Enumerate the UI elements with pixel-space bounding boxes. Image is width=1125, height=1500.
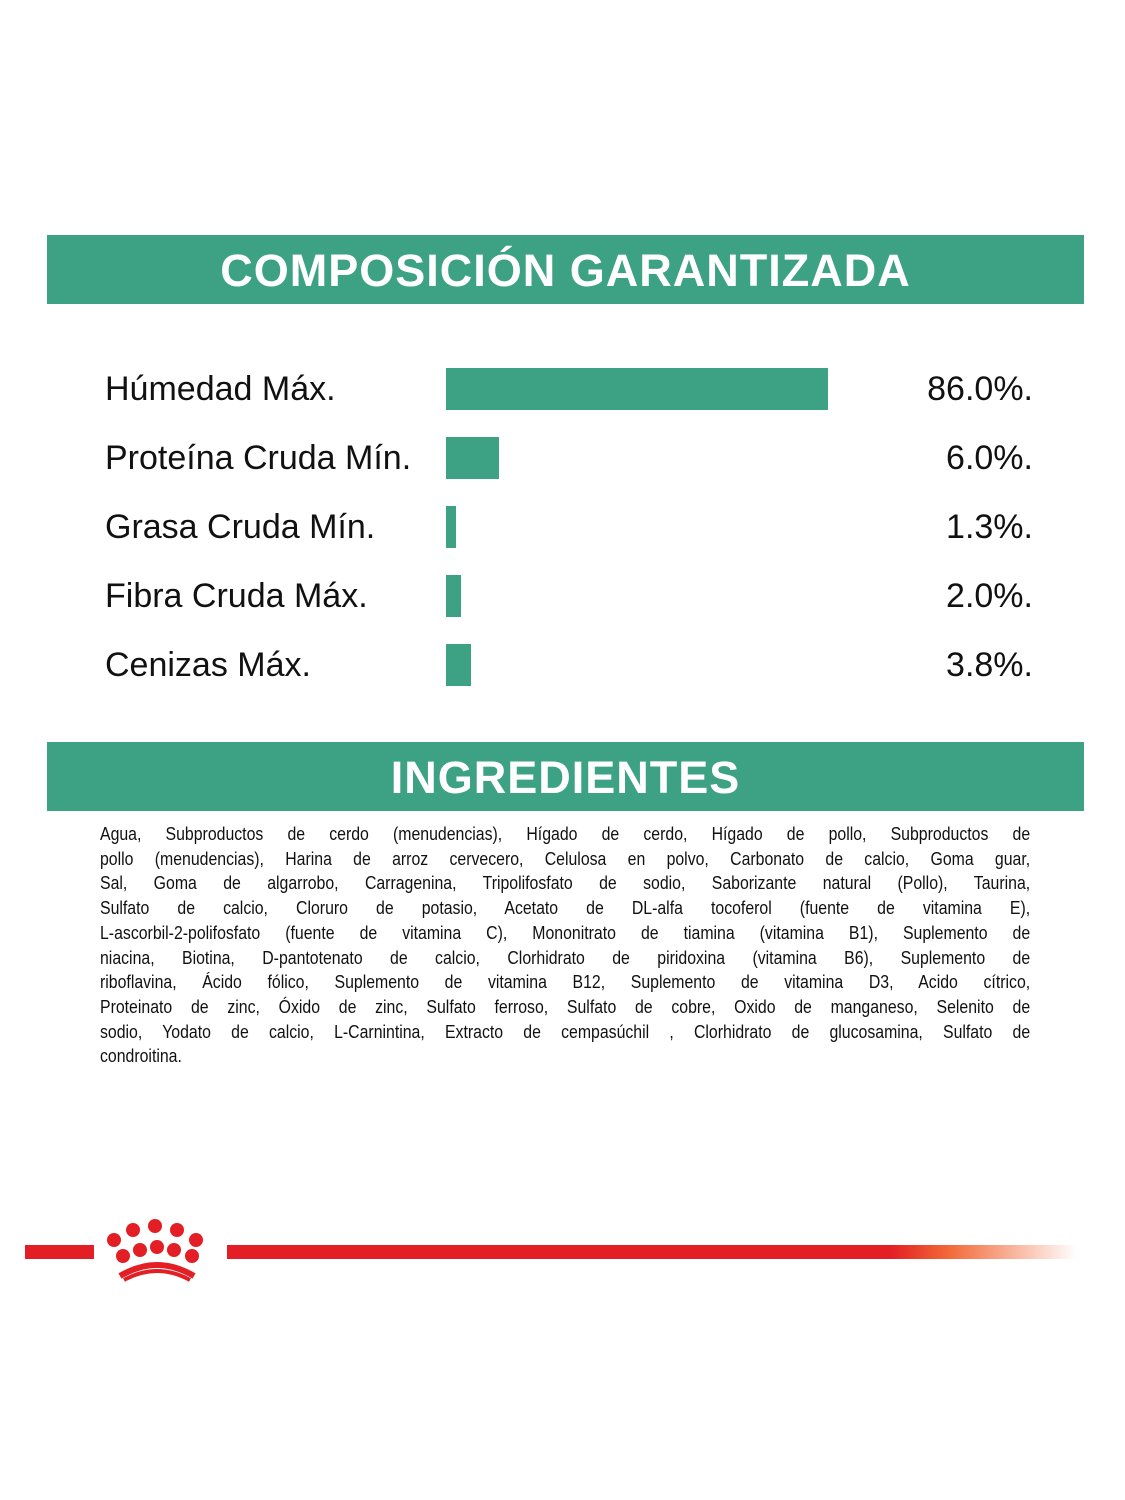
nutrient-bar xyxy=(446,437,500,479)
ingredients-line: Sulfato de calcio, Cloruro de potasio, A… xyxy=(100,898,1031,919)
composition-row: Proteína Cruda Mín. 6.0%. xyxy=(0,435,1125,481)
ingredients-line: niacina, Biotina, D-pantotenato de calci… xyxy=(100,947,1031,968)
composition-row: Cenizas Máx. 3.8%. xyxy=(0,642,1125,688)
nutrient-label: Proteína Cruda Mín. xyxy=(105,439,412,477)
nutrient-value: 86.0%. xyxy=(927,370,1033,408)
nutrient-bar xyxy=(446,506,456,548)
nutrient-bar xyxy=(446,368,828,410)
nutrient-value: 1.3%. xyxy=(946,508,1033,546)
nutrient-label: Cenizas Máx. xyxy=(105,646,311,684)
composition-row: Húmedad Máx. 86.0%. xyxy=(0,366,1125,412)
composition-row: Fibra Cruda Máx. 2.0%. xyxy=(0,573,1125,619)
nutrient-label: Grasa Cruda Mín. xyxy=(105,508,376,546)
nutrient-label: Húmedad Máx. xyxy=(105,370,336,408)
nutrient-label: Fibra Cruda Máx. xyxy=(105,577,368,615)
ingredients-line: condroitina. xyxy=(100,1046,182,1067)
ingredients-line: pollo (menudencias), Harina de arroz cer… xyxy=(100,848,1031,869)
ingredients-line: Sal, Goma de algarrobo, Carragenina, Tri… xyxy=(100,873,1031,894)
composition-row: Grasa Cruda Mín. 1.3%. xyxy=(0,504,1125,550)
composition-header: COMPOSICIÓN GARANTIZADA xyxy=(47,235,1084,304)
ingredients-header: INGREDIENTES xyxy=(47,742,1084,811)
nutrient-value: 3.8%. xyxy=(946,646,1033,684)
ingredients-line: Agua, Subproductos de cerdo (menudencias… xyxy=(100,824,1031,844)
ingredients-line: L-ascorbil-2-polifosfato (fuente de vita… xyxy=(100,922,1031,943)
red-line-right xyxy=(227,1245,1077,1259)
ingredients-title: INGREDIENTES xyxy=(390,752,741,803)
ingredients-line: Proteinato de zinc, Óxido de zinc, Sulfa… xyxy=(100,996,1031,1017)
nutrient-bar xyxy=(446,644,471,686)
ingredients-text: Agua, Subproductos de cerdo (menudencias… xyxy=(100,822,1030,1069)
composition-title: COMPOSICIÓN GARANTIZADA xyxy=(220,245,911,296)
nutrient-value: 2.0%. xyxy=(946,577,1033,615)
nutrient-value: 6.0%. xyxy=(946,439,1033,477)
ingredients-line: sodio, Yodato de calcio, L-Carnintina, E… xyxy=(100,1021,1031,1042)
crown-icon xyxy=(107,1219,203,1282)
nutrient-bar xyxy=(446,575,461,617)
ingredients-line: riboflavina, Ácido fólico, Suplemento de… xyxy=(100,972,1031,993)
red-line-left xyxy=(25,1245,94,1259)
